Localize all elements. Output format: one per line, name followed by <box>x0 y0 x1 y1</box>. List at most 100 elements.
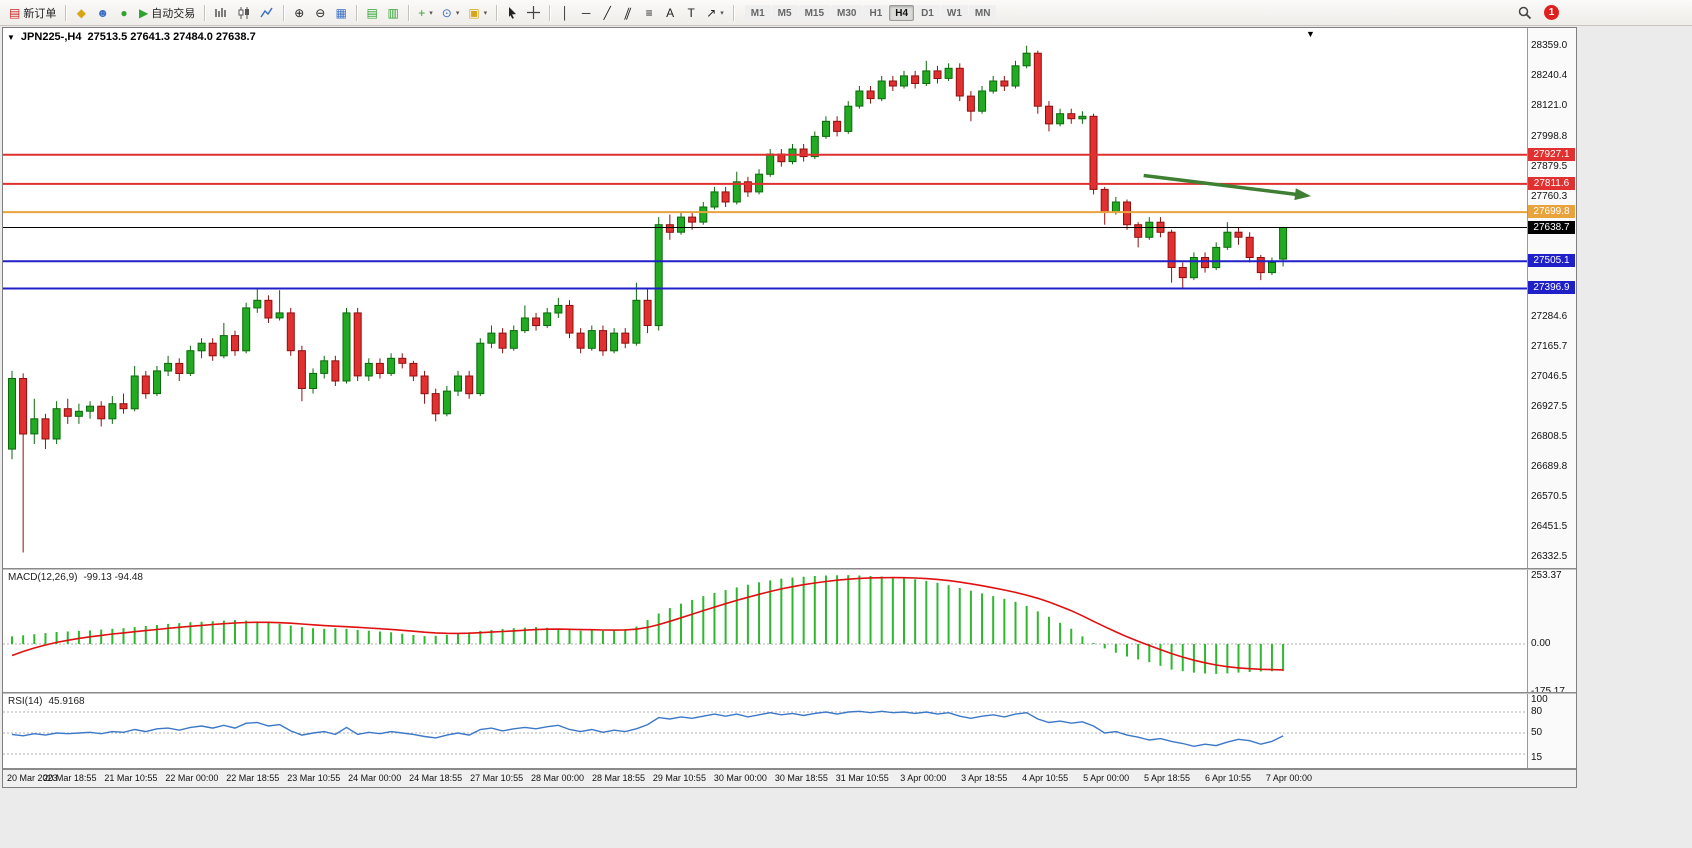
bull-candle <box>509 330 518 349</box>
rsi-label: RSI(14) 45.9168 <box>8 696 85 707</box>
indicators-button[interactable]: + ▾ <box>414 3 437 23</box>
bar-chart-button[interactable] <box>210 3 232 23</box>
periods-button[interactable]: ⊙ ▾ <box>438 3 464 23</box>
bull-candle <box>387 357 396 374</box>
bull-candle <box>989 80 998 92</box>
bull-candle <box>822 120 830 137</box>
bear-candle <box>1234 231 1243 238</box>
bull-candle <box>108 403 117 420</box>
rsi-axis-label: 50 <box>1531 727 1543 738</box>
macd-axis[interactable]: 253.37 0.00 -175.17 <box>1527 570 1576 692</box>
bear-candle <box>286 312 295 352</box>
zoom-out-button[interactable]: ⊖ <box>310 3 330 23</box>
main-price-pane[interactable]: ▼ JPN225-,H4 27513.5 27641.3 27484.0 276… <box>3 28 1527 568</box>
bull-candle <box>487 332 496 344</box>
rsi-value: 45.9168 <box>48 696 85 707</box>
macd-pane[interactable]: MACD(12,26,9) -99.13 -94.48 <box>3 570 1527 692</box>
trend-arrow[interactable] <box>1143 173 1302 197</box>
rsi-canvas[interactable] <box>3 694 1527 768</box>
bull-candle <box>130 375 139 410</box>
price-axis-label: 27998.8 <box>1531 130 1568 142</box>
bull-candle <box>1111 201 1120 213</box>
line-chart-icon <box>260 7 273 17</box>
timeframe-d1-button[interactable]: D1 <box>915 4 940 21</box>
timeframe-m5-button[interactable]: M5 <box>771 4 798 21</box>
label-tool[interactable]: T <box>681 3 701 23</box>
tile-windows-icon: ▦ <box>335 5 347 20</box>
trendline-icon: ╱ <box>603 5 611 20</box>
zoom-in-button[interactable]: ⊕ <box>289 3 309 23</box>
timeframe-h1-button[interactable]: H1 <box>863 4 889 21</box>
crosshair-button[interactable] <box>523 3 544 23</box>
object-marker-icon[interactable]: ▼ <box>1306 29 1315 39</box>
time-label: 30 Mar 00:00 <box>713 773 767 783</box>
tile-windows-button[interactable]: ▦ <box>331 3 351 23</box>
separator <box>408 4 410 21</box>
channel-tool[interactable]: ∥ <box>618 3 638 23</box>
separator <box>549 4 551 21</box>
trend-arrow-head[interactable] <box>1294 188 1311 201</box>
bull-candle <box>342 312 351 382</box>
bull-candle <box>1056 113 1065 125</box>
time-axis[interactable]: 20 Mar 2023 20 Mar 18:55 21 Mar 10:55 22 Ma… <box>3 769 1576 787</box>
text-tool[interactable]: A <box>660 3 680 23</box>
bull-candle <box>242 307 251 352</box>
bull-candle <box>364 362 373 377</box>
pane-splitter[interactable] <box>3 568 1576 570</box>
fibonacci-tool[interactable]: ≡ <box>639 3 659 23</box>
time-label: 31 Mar 10:55 <box>835 773 889 783</box>
notification-badge[interactable]: 1 <box>1544 5 1559 20</box>
vertical-line-tool[interactable]: │ <box>555 3 575 23</box>
rsi-pane[interactable]: RSI(14) 45.9168 <box>3 694 1527 768</box>
autotrading-label: 自动交易 <box>151 7 196 20</box>
metaeditor-button[interactable]: ◆ <box>71 3 91 23</box>
cursor-icon <box>508 7 516 19</box>
price-axis-label: 27879.5 <box>1531 160 1568 172</box>
bear-candle <box>688 216 697 223</box>
price-axis-label: 26689.8 <box>1531 460 1568 472</box>
bull-candle <box>52 408 61 440</box>
timeframe-m15-button[interactable]: M15 <box>798 4 831 21</box>
timeframe-mn-button[interactable]: MN <box>968 4 997 21</box>
separator <box>732 4 734 21</box>
macd-canvas[interactable] <box>3 570 1527 692</box>
macd-axis-label: -175.17 <box>1531 685 1565 692</box>
bear-candle <box>1033 52 1042 107</box>
cascade-windows-button[interactable]: ▤ <box>362 3 382 23</box>
bear-candle <box>119 403 128 410</box>
search-button[interactable] <box>1514 3 1536 23</box>
timeframe-w1-button[interactable]: W1 <box>940 4 968 21</box>
time-label: 7 Apr 00:00 <box>1265 773 1312 783</box>
timeframe-m1-button[interactable]: M1 <box>744 4 771 21</box>
timeframe-m30-button[interactable]: M30 <box>831 4 863 21</box>
arrows-tool-icon: ↗ <box>706 5 717 20</box>
price-badge: 27811.6 <box>1528 176 1575 190</box>
price-axis-label: 27284.6 <box>1531 310 1568 322</box>
autotrading-button[interactable]: ▶ 自动交易 <box>135 3 199 23</box>
trendline-tool[interactable]: ╱ <box>597 3 617 23</box>
rsi-axis[interactable]: 100 80 50 15 <box>1527 694 1576 768</box>
horizontal-line-tool[interactable]: ─ <box>576 3 596 23</box>
ohlc-expander-icon[interactable]: ▼ <box>7 32 15 42</box>
price-axis[interactable]: 28359.0 28240.4 28121.0 27998.8 27879.5 27760… <box>1527 28 1576 568</box>
candlestick-chart-button[interactable] <box>233 3 255 23</box>
candlestick-canvas[interactable] <box>3 28 1527 568</box>
community-button[interactable]: ● <box>114 3 134 23</box>
new-order-button[interactable]: ▤ 新订单 <box>5 3 60 23</box>
chevron-down-icon: ▾ <box>720 9 724 17</box>
timeframe-h4-button[interactable]: H4 <box>889 4 915 21</box>
bull-candle <box>710 191 719 208</box>
bull-candle <box>454 375 462 392</box>
symbol-period-label: JPN225-,H4 <box>20 31 82 43</box>
arrange-windows-button[interactable]: ▥ <box>383 3 403 23</box>
templates-button[interactable]: ▣ ▾ <box>464 3 491 23</box>
time-label: 28 Mar 18:55 <box>591 773 646 783</box>
separator <box>496 4 498 21</box>
arrows-tool[interactable]: ↗ ▾ <box>702 3 728 23</box>
profile-button[interactable]: ☻ <box>92 3 113 23</box>
cursor-button[interactable] <box>502 3 522 23</box>
bull-candle <box>810 135 819 158</box>
pane-splitter[interactable] <box>3 692 1576 694</box>
line-chart-button[interactable] <box>256 3 278 23</box>
bull-candle <box>610 332 619 352</box>
